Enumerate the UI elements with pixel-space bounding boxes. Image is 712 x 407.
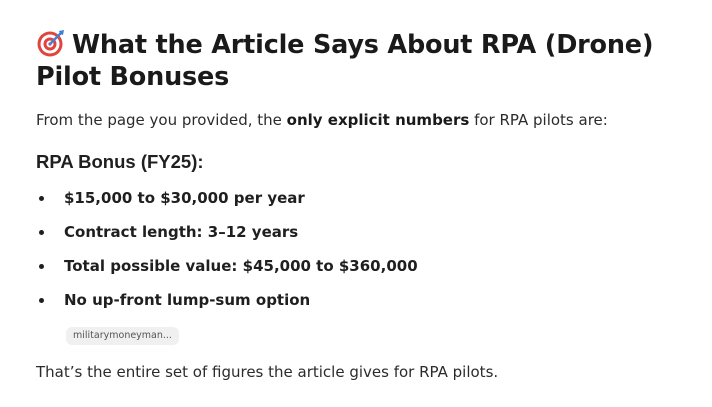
list-item: $15,000 to $30,000 per year xyxy=(36,187,696,209)
bonus-list: $15,000 to $30,000 per year Contract len… xyxy=(36,187,696,311)
closing-paragraph: That’s the entire set of figures the art… xyxy=(36,363,499,381)
list-item: Total possible value: $45,000 to $360,00… xyxy=(36,255,696,277)
direct-hit-target-icon xyxy=(37,30,64,57)
intro-text-before: From the page you provided, the xyxy=(36,111,287,129)
section-heading: RPA Bonus (FY25): xyxy=(36,151,204,172)
article-title: What the Article Says About RPA (Drone) … xyxy=(36,28,696,93)
source-citation-chip[interactable]: militarymoneyman... xyxy=(66,327,179,345)
response-content: What the Article Says About RPA (Drone) … xyxy=(36,28,696,383)
intro-emphasis: only explicit numbers xyxy=(286,111,470,129)
intro-paragraph: From the page you provided, the only exp… xyxy=(36,109,696,131)
list-item: Contract length: 3–12 years xyxy=(36,221,696,243)
list-item: No up-front lump-sum option xyxy=(36,289,696,311)
intro-text-after: for RPA pilots are: xyxy=(469,111,608,129)
article-title-text: What the Article Says About RPA (Drone) … xyxy=(36,30,654,92)
